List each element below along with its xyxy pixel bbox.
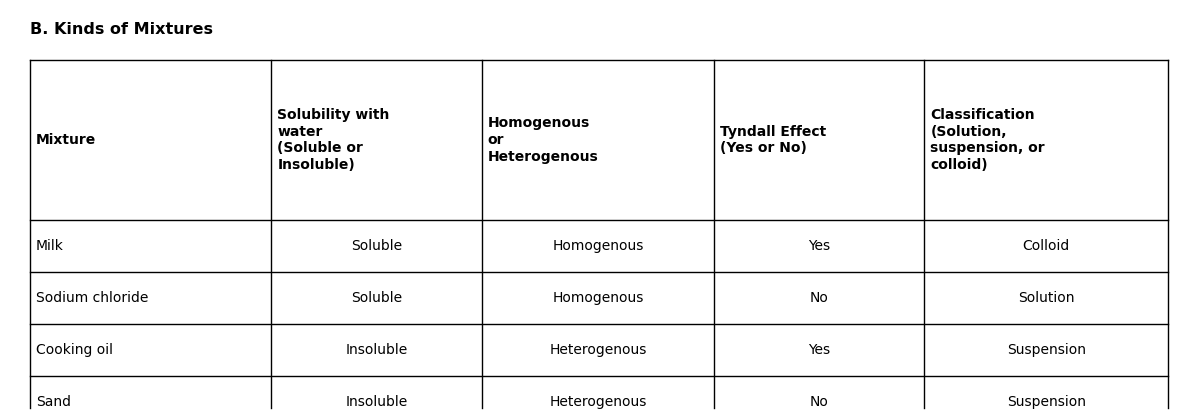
Text: No: No xyxy=(810,291,829,305)
Text: Homogenous: Homogenous xyxy=(552,239,643,253)
Text: Heterogenous: Heterogenous xyxy=(550,343,647,357)
Text: Solution: Solution xyxy=(1018,291,1074,305)
Text: Insoluble: Insoluble xyxy=(346,395,408,409)
Text: Sodium chloride: Sodium chloride xyxy=(36,291,149,305)
Text: Yes: Yes xyxy=(809,343,830,357)
Text: Colloid: Colloid xyxy=(1022,239,1070,253)
Text: Homogenous: Homogenous xyxy=(552,291,643,305)
Text: Cooking oil: Cooking oil xyxy=(36,343,113,357)
Text: No: No xyxy=(810,395,829,409)
Text: Classification
(Solution,
suspension, or
colloid): Classification (Solution, suspension, or… xyxy=(930,108,1045,172)
Text: Tyndall Effect
(Yes or No): Tyndall Effect (Yes or No) xyxy=(720,124,827,155)
Text: Solubility with
water
(Soluble or
Insoluble): Solubility with water (Soluble or Insolu… xyxy=(277,108,390,172)
Text: Soluble: Soluble xyxy=(350,239,402,253)
Text: Suspension: Suspension xyxy=(1007,395,1086,409)
Text: Heterogenous: Heterogenous xyxy=(550,395,647,409)
Text: B. Kinds of Mixtures: B. Kinds of Mixtures xyxy=(30,22,214,37)
Text: Yes: Yes xyxy=(809,239,830,253)
Text: Insoluble: Insoluble xyxy=(346,343,408,357)
Text: Sand: Sand xyxy=(36,395,71,409)
Text: Soluble: Soluble xyxy=(350,291,402,305)
Text: Homogenous
or
Heterogenous: Homogenous or Heterogenous xyxy=(487,116,599,164)
Text: Milk: Milk xyxy=(36,239,64,253)
Text: Mixture: Mixture xyxy=(36,133,96,147)
Text: Suspension: Suspension xyxy=(1007,343,1086,357)
